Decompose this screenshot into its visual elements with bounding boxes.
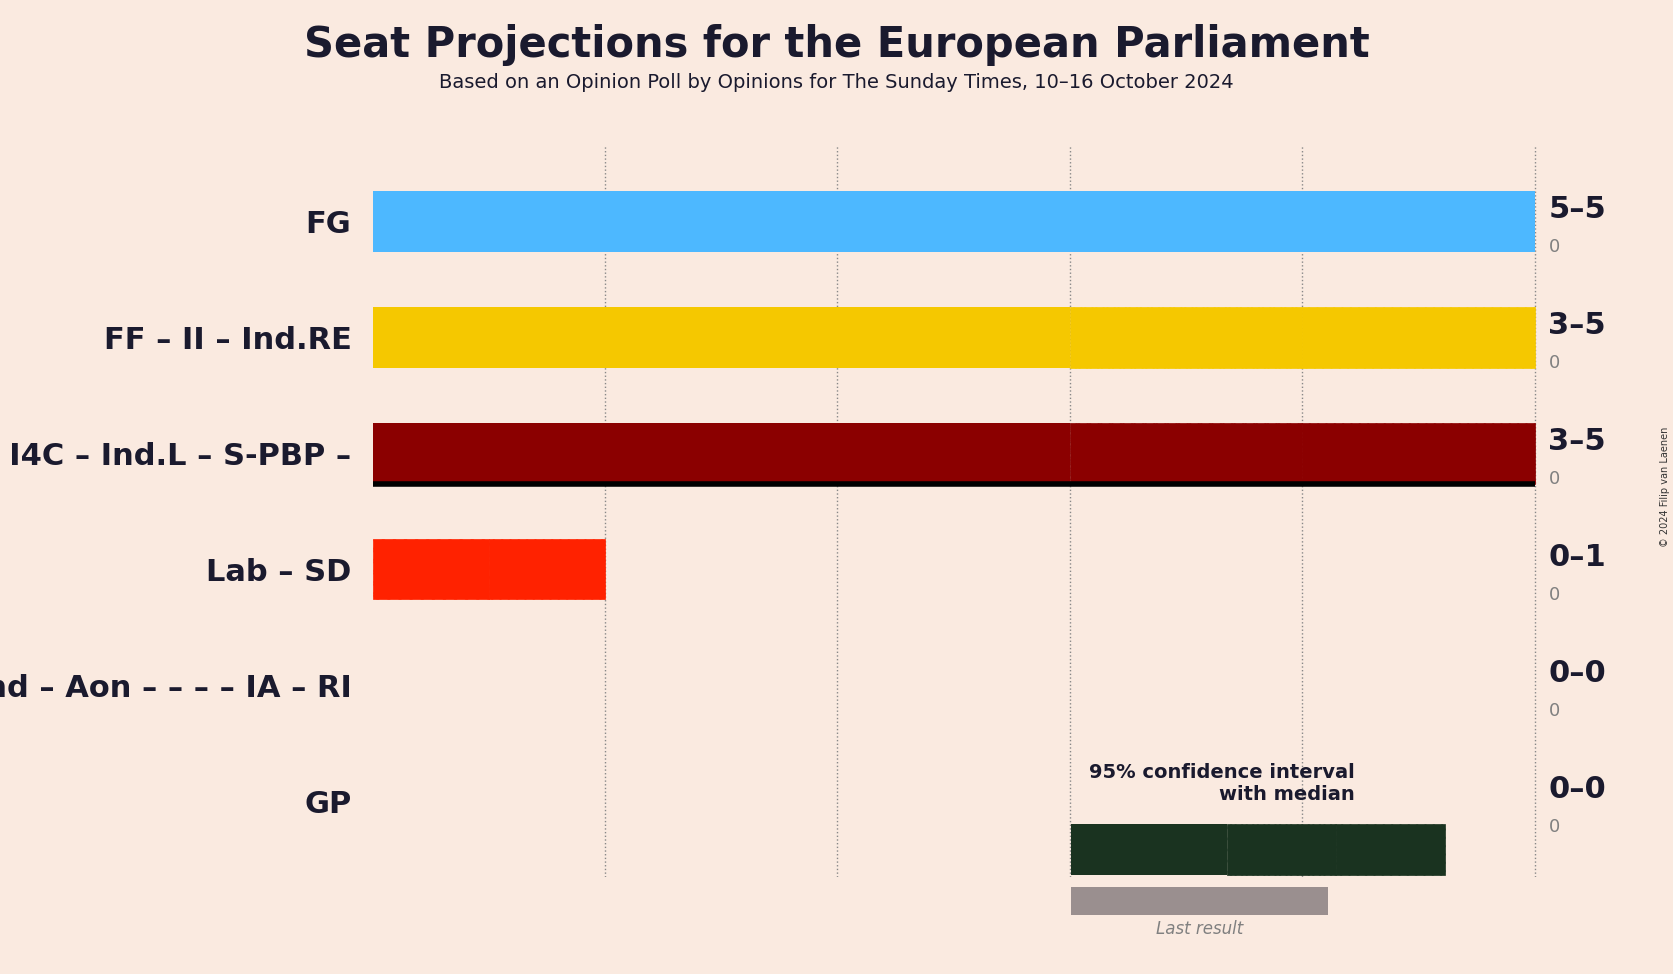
- Bar: [373, 307, 1069, 367]
- Text: 3–5: 3–5: [1549, 428, 1606, 456]
- Text: 0: 0: [1549, 238, 1559, 256]
- Bar: [1071, 824, 1226, 875]
- Bar: [1226, 824, 1337, 875]
- Text: Last result: Last result: [1156, 920, 1243, 938]
- Text: 0–0: 0–0: [1549, 775, 1606, 805]
- Bar: [1302, 424, 1534, 483]
- Bar: [1302, 307, 1534, 367]
- Text: 0–1: 0–1: [1549, 543, 1606, 573]
- Text: 0: 0: [1549, 469, 1559, 488]
- Text: 0: 0: [1549, 585, 1559, 604]
- Bar: [1337, 824, 1445, 875]
- Text: 0: 0: [1549, 818, 1559, 836]
- Bar: [1069, 307, 1302, 367]
- Text: © 2024 Filip van Laenen: © 2024 Filip van Laenen: [1660, 427, 1670, 547]
- Bar: [373, 424, 1069, 483]
- Bar: [1069, 424, 1302, 483]
- Text: 0–0: 0–0: [1549, 659, 1606, 689]
- Bar: [1071, 887, 1328, 915]
- Bar: [373, 540, 489, 599]
- Bar: [373, 191, 1534, 251]
- Text: 95% confidence interval
with median: 95% confidence interval with median: [1089, 763, 1355, 804]
- Text: 0: 0: [1549, 702, 1559, 720]
- Text: 3–5: 3–5: [1549, 312, 1606, 340]
- Text: 5–5: 5–5: [1549, 196, 1606, 224]
- Text: 0: 0: [1549, 354, 1559, 372]
- Text: Seat Projections for the European Parliament: Seat Projections for the European Parlia…: [303, 24, 1370, 66]
- Text: Based on an Opinion Poll by Opinions for The Sunday Times, 10–16 October 2024: Based on an Opinion Poll by Opinions for…: [440, 73, 1233, 93]
- Bar: [489, 540, 606, 599]
